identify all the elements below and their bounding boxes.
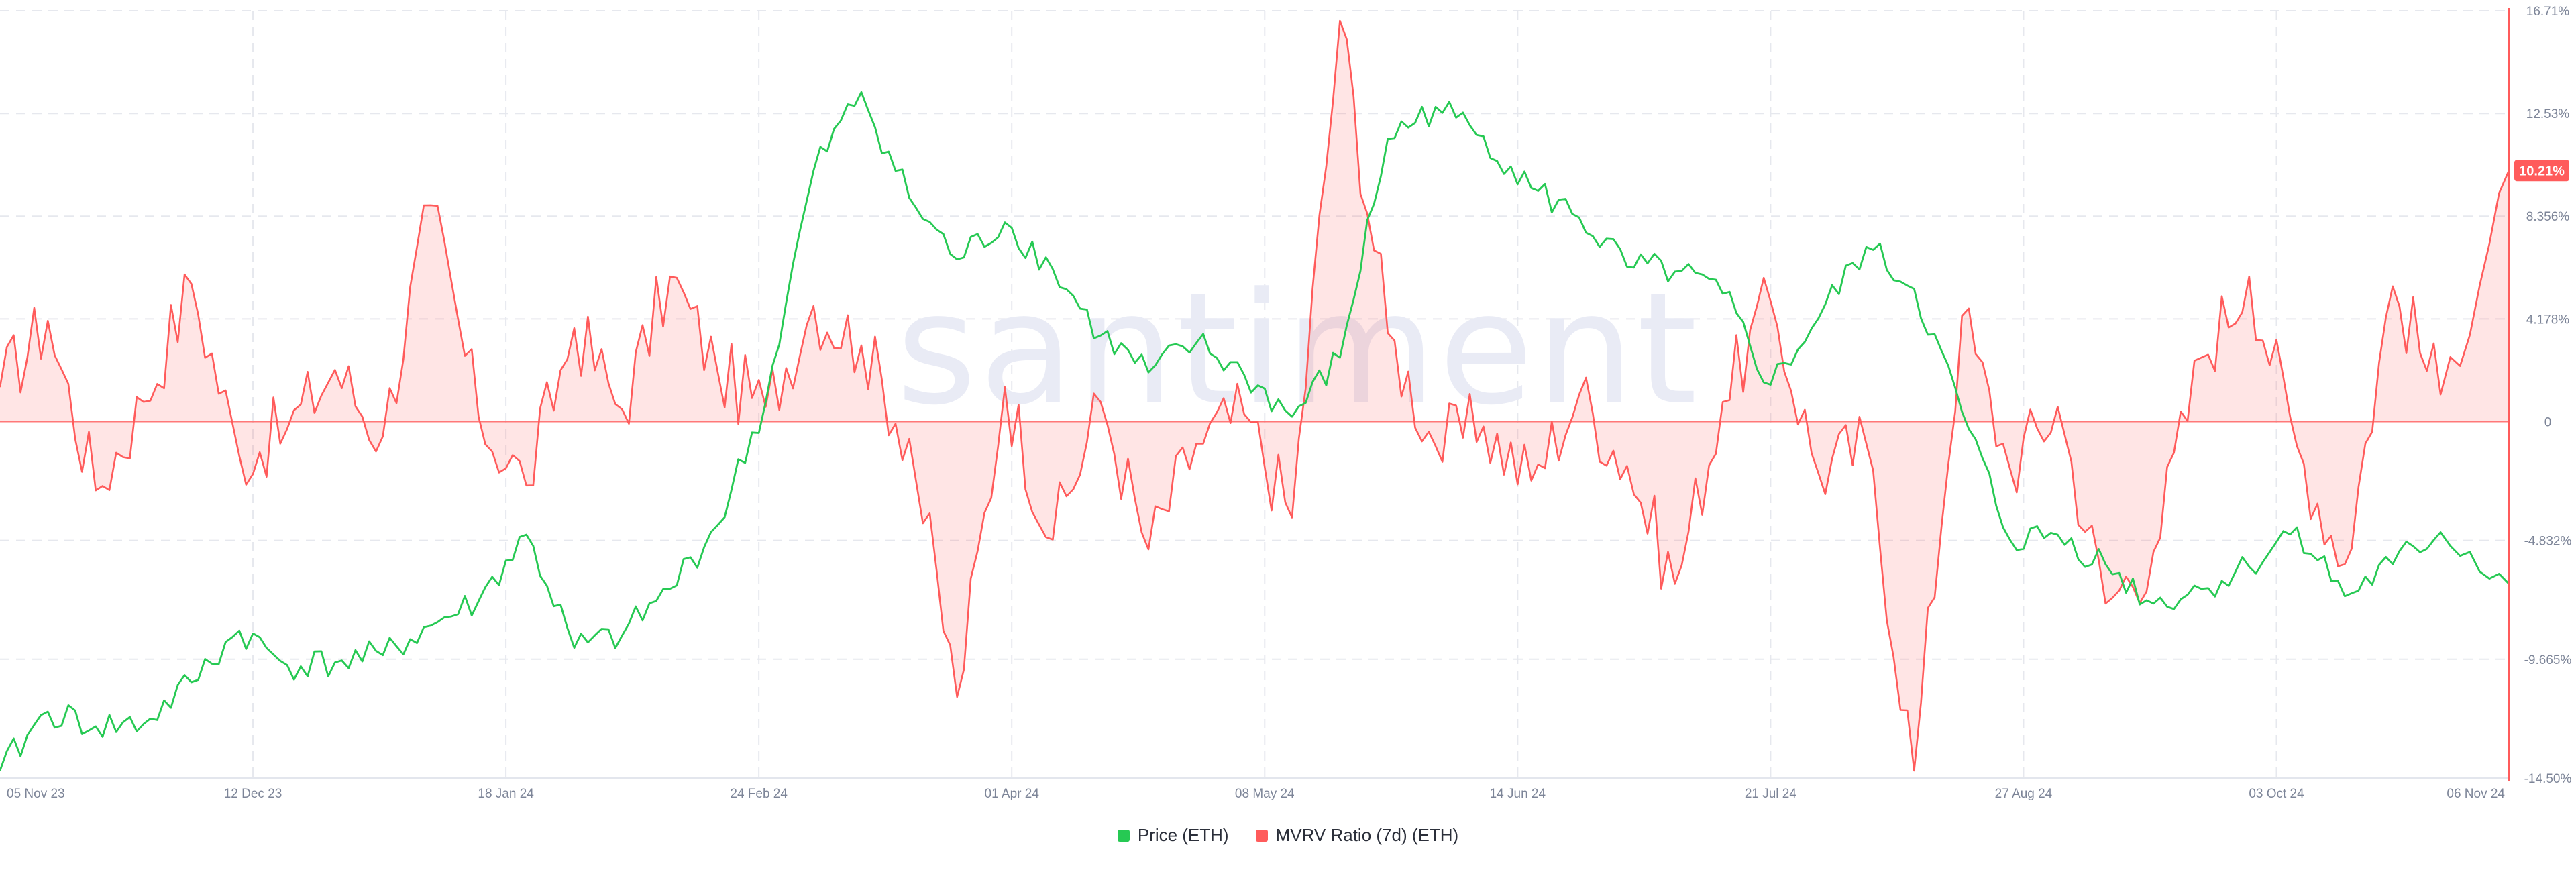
legend: Price (ETH) MVRV Ratio (7d) (ETH) [0, 825, 2576, 846]
y-tick-label: 12.53% [2526, 107, 2570, 121]
y-tick-label: -4.832% [2524, 535, 2572, 549]
price-line [0, 91, 2510, 771]
price-swatch [1117, 829, 1130, 842]
x-tick-label: 14 Jun 24 [1490, 787, 1546, 801]
y-tick-label: 0 [2544, 416, 2552, 430]
mvrv-badge-bg [2514, 160, 2569, 182]
x-tick-label: 08 May 24 [1235, 787, 1295, 801]
value-badge: 10.21% [2514, 160, 2569, 182]
legend-label-mvrv: MVRV Ratio (7d) (ETH) [1275, 825, 1459, 845]
x-tick-label: 12 Dec 23 [224, 787, 282, 801]
y-tick-label: 16.71% [2526, 5, 2570, 19]
y-tick-label: 8.356% [2526, 210, 2570, 224]
x-tick-label: 03 Oct 24 [2249, 787, 2304, 801]
x-tick-label: 06 Nov 24 [2447, 787, 2505, 801]
y-tick-label: -9.665% [2524, 653, 2572, 667]
mvrv-line [0, 19, 2510, 772]
legend-item-price[interactable]: Price (ETH) [1117, 825, 1229, 846]
legend-item-mvrv[interactable]: MVRV Ratio (7d) (ETH) [1255, 825, 1459, 846]
x-tick-label: 27 Aug 24 [1995, 787, 2053, 801]
x-tick-label: 01 Apr 24 [985, 787, 1040, 801]
x-tick-label: 18 Jan 24 [478, 787, 534, 801]
axes: 16.71% 12.53% 8.356% 4.178% 0 -4.832% -9.665% -… [0, 5, 2571, 801]
x-tick-label: 21 Jul 24 [1745, 787, 1797, 801]
mvrv-swatch [1255, 829, 1268, 842]
x-tick-label: 05 Nov 23 [7, 787, 65, 801]
legend-label-price: Price (ETH) [1137, 825, 1229, 845]
series-layer [0, 19, 2510, 772]
x-tick-label: 24 Feb 24 [730, 787, 788, 801]
y-tick-label: 4.178% [2526, 313, 2570, 327]
y-tick-label: -14.50% [2524, 772, 2572, 786]
mvrv-badge-label: 10.21% [2519, 164, 2565, 178]
